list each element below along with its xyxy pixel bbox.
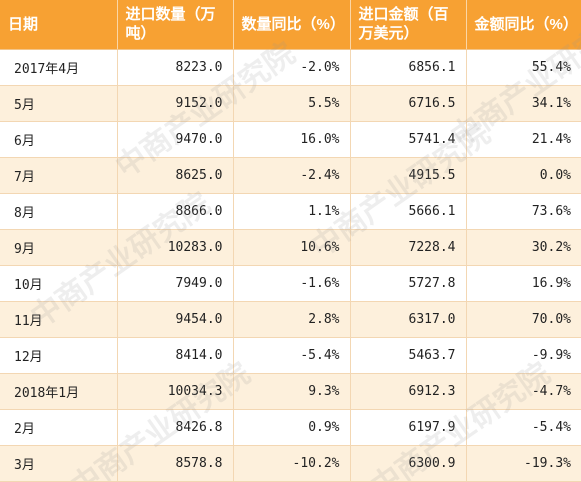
cell-quantity-yoy: -2.0%	[233, 49, 351, 86]
cell-import-amount: 6716.5	[350, 85, 467, 122]
cell-quantity-yoy: 5.5%	[233, 85, 351, 122]
cell-amount-yoy: 30.2%	[466, 229, 581, 266]
cell-amount-yoy: 21.4%	[466, 121, 581, 158]
cell-date: 5月	[0, 85, 118, 122]
cell-date: 12月	[0, 337, 118, 374]
table-row: 9月 10283.0 10.6% 7228.4 30.2%	[0, 229, 581, 266]
cell-date: 2017年4月	[0, 49, 118, 86]
table-header: 日期 进口数量（万吨） 数量同比（%） 进口金额（百万美元） 金额同比（%）	[0, 0, 581, 50]
table-body: 2017年4月 8223.0 -2.0% 6856.1 55.4% 5月 9152.0 5.5…	[0, 49, 581, 482]
cell-import-quantity: 10283.0	[117, 229, 234, 266]
cell-import-quantity: 8866.0	[117, 193, 234, 230]
cell-import-amount: 5463.7	[350, 337, 467, 374]
cell-amount-yoy: 0.0%	[466, 157, 581, 194]
cell-import-amount: 6856.1	[350, 49, 467, 86]
table-row: 8月 8866.0 1.1% 5666.1 73.6%	[0, 193, 581, 230]
cell-import-amount: 5741.4	[350, 121, 467, 158]
cell-import-amount: 4915.5	[350, 157, 467, 194]
cell-quantity-yoy: 9.3%	[233, 373, 351, 410]
cell-import-amount: 6197.9	[350, 409, 467, 446]
cell-import-quantity: 8223.0	[117, 49, 234, 86]
cell-quantity-yoy: 10.6%	[233, 229, 351, 266]
cell-amount-yoy: -9.9%	[466, 337, 581, 374]
header-import-quantity: 进口数量（万吨）	[117, 0, 234, 50]
table-row: 5月 9152.0 5.5% 6716.5 34.1%	[0, 85, 581, 122]
cell-date: 7月	[0, 157, 118, 194]
cell-import-amount: 5727.8	[350, 265, 467, 302]
table-row: 6月 9470.0 16.0% 5741.4 21.4%	[0, 121, 581, 158]
cell-import-amount: 6317.0	[350, 301, 467, 338]
cell-import-amount: 7228.4	[350, 229, 467, 266]
cell-import-quantity: 9152.0	[117, 85, 234, 122]
cell-import-quantity: 9454.0	[117, 301, 234, 338]
cell-import-quantity: 9470.0	[117, 121, 234, 158]
cell-import-amount: 6300.9	[350, 445, 467, 482]
cell-quantity-yoy: 1.1%	[233, 193, 351, 230]
cell-quantity-yoy: 16.0%	[233, 121, 351, 158]
cell-import-quantity: 8426.8	[117, 409, 234, 446]
cell-import-amount: 5666.1	[350, 193, 467, 230]
cell-amount-yoy: -4.7%	[466, 373, 581, 410]
cell-import-quantity: 7949.0	[117, 265, 234, 302]
header-import-amount: 进口金额（百万美元）	[350, 0, 467, 50]
cell-amount-yoy: 73.6%	[466, 193, 581, 230]
cell-date: 6月	[0, 121, 118, 158]
cell-amount-yoy: -19.3%	[466, 445, 581, 482]
table-row: 11月 9454.0 2.8% 6317.0 70.0%	[0, 301, 581, 338]
table-row: 2月 8426.8 0.9% 6197.9 -5.4%	[0, 409, 581, 446]
header-amount-yoy: 金额同比（%）	[466, 0, 581, 50]
cell-amount-yoy: 70.0%	[466, 301, 581, 338]
table-row: 7月 8625.0 -2.4% 4915.5 0.0%	[0, 157, 581, 194]
cell-date: 10月	[0, 265, 118, 302]
cell-quantity-yoy: 2.8%	[233, 301, 351, 338]
table-row: 12月 8414.0 -5.4% 5463.7 -9.9%	[0, 337, 581, 374]
cell-quantity-yoy: -2.4%	[233, 157, 351, 194]
cell-quantity-yoy: -5.4%	[233, 337, 351, 374]
cell-amount-yoy: 16.9%	[466, 265, 581, 302]
header-quantity-yoy: 数量同比（%）	[233, 0, 351, 50]
cell-amount-yoy: -5.4%	[466, 409, 581, 446]
cell-import-quantity: 8625.0	[117, 157, 234, 194]
cell-quantity-yoy: 0.9%	[233, 409, 351, 446]
cell-amount-yoy: 34.1%	[466, 85, 581, 122]
cell-quantity-yoy: -1.6%	[233, 265, 351, 302]
table-row: 3月 8578.8 -10.2% 6300.9 -19.3%	[0, 445, 581, 482]
cell-date: 8月	[0, 193, 118, 230]
table-row: 2017年4月 8223.0 -2.0% 6856.1 55.4%	[0, 49, 581, 86]
cell-import-quantity: 8578.8	[117, 445, 234, 482]
cell-import-amount: 6912.3	[350, 373, 467, 410]
cell-date: 2018年1月	[0, 373, 118, 410]
cell-date: 9月	[0, 229, 118, 266]
cell-date: 11月	[0, 301, 118, 338]
cell-amount-yoy: 55.4%	[466, 49, 581, 86]
cell-date: 2月	[0, 409, 118, 446]
table-row: 10月 7949.0 -1.6% 5727.8 16.9%	[0, 265, 581, 302]
cell-date: 3月	[0, 445, 118, 482]
table-row: 2018年1月 10034.3 9.3% 6912.3 -4.7%	[0, 373, 581, 410]
cell-quantity-yoy: -10.2%	[233, 445, 351, 482]
cell-import-quantity: 10034.3	[117, 373, 234, 410]
cell-import-quantity: 8414.0	[117, 337, 234, 374]
header-date: 日期	[0, 0, 118, 50]
header-row: 日期 进口数量（万吨） 数量同比（%） 进口金额（百万美元） 金额同比（%）	[0, 0, 581, 50]
